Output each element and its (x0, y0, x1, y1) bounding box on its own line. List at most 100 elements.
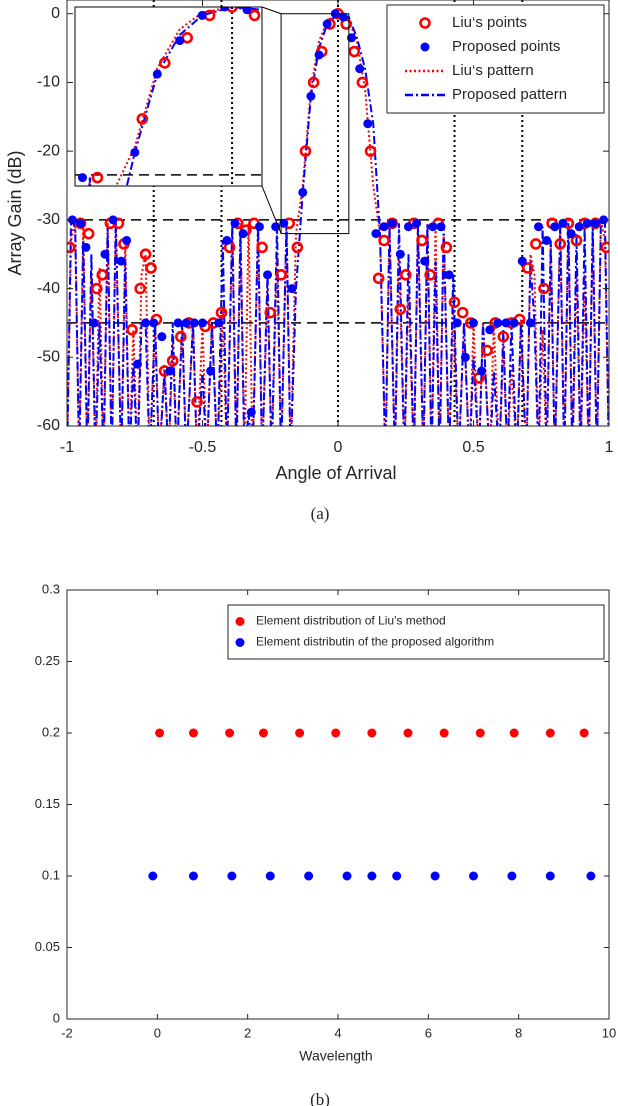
point (314, 50, 324, 60)
y-tick-label: -30 (37, 211, 60, 228)
point (157, 332, 167, 342)
legend-label: Liu‘s points (452, 14, 527, 31)
point (295, 728, 305, 738)
point (394, 303, 407, 315)
point (175, 330, 187, 343)
point (477, 366, 487, 376)
point (566, 229, 576, 239)
point (579, 728, 589, 738)
legend-label: Proposed pattern (452, 86, 567, 103)
legend-box (227, 604, 605, 660)
chart-a: Angle of Arrival Array Gain (dB) (a) -1-… (5, 0, 614, 523)
y-axis-label: Array Gain (dB) (5, 150, 25, 275)
point (222, 235, 232, 245)
point (220, 7, 230, 12)
point (298, 187, 308, 197)
point (145, 262, 157, 274)
point (356, 76, 369, 89)
point (403, 728, 413, 738)
zoom-connector (261, 6, 282, 15)
point (77, 173, 87, 183)
y-tick-label: 0.1 (42, 867, 60, 882)
y-tick-label: -40 (37, 280, 60, 297)
point (256, 241, 268, 254)
point (399, 269, 412, 281)
point (130, 147, 140, 157)
point (509, 728, 519, 738)
point (392, 871, 402, 881)
point (41, 246, 50, 255)
point (542, 235, 552, 245)
x-tick-label: 10 (602, 1025, 616, 1040)
point (545, 871, 555, 881)
point (155, 728, 165, 738)
legend-swatch (420, 42, 430, 52)
point (558, 218, 568, 228)
point (428, 222, 438, 232)
point (287, 284, 297, 294)
point (258, 728, 268, 738)
x-tick-label: -0.5 (189, 439, 217, 456)
point (550, 222, 560, 232)
point (306, 91, 316, 101)
point (372, 272, 385, 285)
point (600, 241, 609, 254)
point (149, 318, 159, 328)
inset-area (75, 7, 262, 186)
point (525, 318, 535, 328)
point (263, 270, 273, 280)
point (230, 218, 240, 228)
point (448, 296, 461, 309)
point (100, 249, 110, 259)
y-tick-label: -50 (37, 349, 60, 366)
point (475, 728, 485, 738)
y-tick-label: 0.25 (35, 653, 60, 668)
legend-swatch (235, 617, 245, 626)
point (148, 871, 158, 881)
point (367, 728, 377, 738)
point (82, 227, 95, 240)
point (76, 218, 86, 228)
point (348, 45, 361, 58)
point (363, 119, 373, 129)
point (456, 306, 469, 319)
point (481, 344, 493, 357)
point (56, 176, 65, 185)
point (89, 318, 99, 328)
point (469, 318, 478, 328)
point (460, 352, 470, 362)
point (291, 241, 304, 254)
point (141, 318, 151, 328)
point (371, 229, 381, 239)
point (416, 234, 428, 247)
x-tick-label: 4 (334, 1025, 341, 1040)
inset-frame (74, 6, 263, 187)
x-tick-label: -1 (60, 439, 74, 456)
zoom-box (280, 13, 350, 235)
y-tick-label: 0.3 (42, 581, 60, 596)
point (166, 354, 179, 367)
point (507, 871, 517, 881)
y-tick-label: -10 (37, 74, 60, 91)
point (206, 366, 216, 376)
caption: (a) (311, 504, 330, 523)
point (586, 871, 596, 881)
point (497, 330, 510, 343)
point (367, 871, 377, 881)
plot-area (67, 590, 609, 1019)
point (444, 270, 454, 280)
point (331, 728, 341, 738)
point (307, 76, 320, 89)
point (574, 222, 584, 232)
chart-b: Wavelength (b) -2 0 2 4 6 8 1000.050.10.150.20… (35, 581, 617, 1106)
point (554, 238, 567, 250)
point (165, 366, 175, 376)
point (265, 871, 275, 881)
point (534, 222, 544, 232)
point (395, 249, 405, 259)
point (91, 282, 103, 295)
point (96, 269, 109, 281)
x-tick-label: 8 (515, 1025, 522, 1040)
y-tick-label: -20 (37, 142, 60, 159)
point (530, 238, 542, 250)
